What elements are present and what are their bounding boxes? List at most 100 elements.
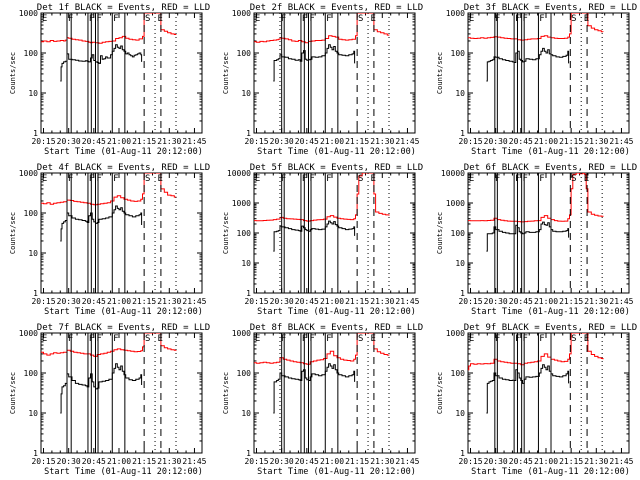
x-tick-label: 21:30 xyxy=(370,297,394,306)
y-tick-label: 1 xyxy=(33,289,38,298)
x-tick-label: 20:45 xyxy=(509,137,533,146)
y-axis-label: Counts/sec xyxy=(9,212,17,254)
y-tick-label: 1 xyxy=(460,129,465,138)
event-flag-label: F xyxy=(495,334,500,344)
series-lld-line xyxy=(41,13,177,44)
chart-title: Det 5f BLACK = Events, RED = LLD xyxy=(250,163,423,173)
x-tick-label: 21:30 xyxy=(584,457,608,466)
y-tick-label: 100 xyxy=(24,49,39,58)
x-tick-label: 20:45 xyxy=(82,457,106,466)
event-flag-label: F xyxy=(281,14,286,24)
x-tick-label: 21:45 xyxy=(609,457,633,466)
plot-area xyxy=(41,173,177,293)
x-axis-label: Start Time (01-Aug-11 20:12:00) xyxy=(257,467,416,477)
x-axis-label: Start Time (01-Aug-11 20:12:00) xyxy=(44,147,203,157)
series-events-line xyxy=(273,363,356,414)
event-flag-label: F xyxy=(309,174,314,184)
x-tick-label: 21:30 xyxy=(370,457,394,466)
x-axis-label: Start Time (01-Aug-11 20:12:00) xyxy=(471,467,630,477)
x-tick-label: 20:15 xyxy=(31,297,55,306)
event-flag-label: E xyxy=(371,14,376,24)
plot-frame xyxy=(467,332,630,454)
x-tick-label: 21:45 xyxy=(395,457,419,466)
event-flag-label: F xyxy=(539,174,544,184)
y-tick-label: 1000 xyxy=(19,169,38,178)
y-tick-label: 100 xyxy=(451,49,466,58)
series-lld-line xyxy=(254,173,390,222)
event-flag-label: F xyxy=(326,174,331,184)
y-axis-label: Counts/sec xyxy=(9,372,17,414)
x-tick-label: 20:15 xyxy=(31,137,55,146)
y-axis-label: Counts/sec xyxy=(436,372,444,414)
event-flag-label: E xyxy=(584,334,589,344)
chart-title: Det 8f BLACK = Events, RED = LLD xyxy=(250,323,423,333)
event-flag-label: E xyxy=(42,334,47,344)
y-tick-label: 10 xyxy=(241,89,251,98)
x-axis-label: Start Time (01-Aug-11 20:12:00) xyxy=(471,307,630,317)
chart-panel-det3f: Det 3f BLACK = Events, RED = LLD 1 10 100 10… xyxy=(436,3,637,157)
event-flag-label: E xyxy=(42,174,47,184)
x-tick-label: 21:15 xyxy=(132,457,156,466)
x-tick-label: 20:15 xyxy=(244,457,268,466)
x-tick-label: 20:30 xyxy=(270,457,294,466)
chart-title: Det 1f BLACK = Events, RED = LLD xyxy=(37,3,210,13)
y-axis-label: Counts/sec xyxy=(222,212,230,254)
event-flag-label: F xyxy=(515,14,520,24)
x-tick-label: 21:00 xyxy=(534,137,558,146)
event-flag-label: F xyxy=(96,334,101,344)
chart-title: Det 7f BLACK = Events, RED = LLD xyxy=(37,323,210,333)
event-flag-label: F xyxy=(281,174,286,184)
event-flag-label: F xyxy=(326,334,331,344)
event-flag-label: S xyxy=(145,174,150,184)
series-events-line xyxy=(60,363,143,414)
x-tick-label: 21:45 xyxy=(182,137,206,146)
event-flag-label: F xyxy=(281,334,286,344)
plot-frame xyxy=(253,12,416,134)
y-tick-label: 100 xyxy=(237,369,252,378)
x-tick-label: 20:15 xyxy=(244,297,268,306)
y-tick-label: 1 xyxy=(33,129,38,138)
plot-area xyxy=(41,333,177,453)
x-tick-label: 20:30 xyxy=(57,457,81,466)
series-lld-line xyxy=(468,173,604,223)
x-tick-label: 20:45 xyxy=(295,457,319,466)
y-tick-label: 10 xyxy=(28,89,38,98)
x-tick-label: 20:30 xyxy=(484,297,508,306)
event-flag-label: F xyxy=(523,174,528,184)
event-flag-label: F xyxy=(68,14,73,24)
x-tick-label: 21:15 xyxy=(559,137,583,146)
plot-frame xyxy=(467,12,630,134)
x-tick-label: 20:15 xyxy=(458,137,482,146)
x-tick-label: 20:45 xyxy=(509,457,533,466)
y-tick-label: 1 xyxy=(460,289,465,298)
event-flag-label: S xyxy=(145,14,150,24)
event-flag-label: E xyxy=(584,14,589,24)
event-flag-label: E xyxy=(158,174,163,184)
y-tick-label: 1000 xyxy=(232,9,251,18)
event-flag-label: E xyxy=(469,174,474,184)
event-flag-label: F xyxy=(309,334,314,344)
plot-frame xyxy=(40,12,203,134)
plot-area xyxy=(254,333,390,453)
y-tick-label: 100 xyxy=(451,229,466,238)
y-tick-label: 10 xyxy=(455,89,465,98)
series-events-line xyxy=(60,44,143,82)
plot-area xyxy=(41,13,177,133)
event-flag-label: F xyxy=(113,174,118,184)
event-flag-label: F xyxy=(539,334,544,344)
event-flag-label: F xyxy=(89,334,94,344)
x-tick-label: 20:30 xyxy=(484,137,508,146)
event-flag-label: F xyxy=(515,334,520,344)
x-tick-label: 21:45 xyxy=(609,297,633,306)
x-tick-label: 21:00 xyxy=(107,457,131,466)
x-tick-label: 21:45 xyxy=(395,297,419,306)
event-flag-label: E xyxy=(371,334,376,344)
y-tick-label: 10000 xyxy=(227,169,251,178)
x-tick-label: 20:30 xyxy=(270,297,294,306)
event-flag-label: E xyxy=(158,14,163,24)
x-axis-label: Start Time (01-Aug-11 20:12:00) xyxy=(471,147,630,157)
x-tick-label: 21:45 xyxy=(609,137,633,146)
event-flag-label: F xyxy=(326,14,331,24)
chart-panel-det6f: Det 6f BLACK = Events, RED = LLD 1 10 100 10… xyxy=(436,163,637,317)
x-tick-label: 21:30 xyxy=(584,297,608,306)
